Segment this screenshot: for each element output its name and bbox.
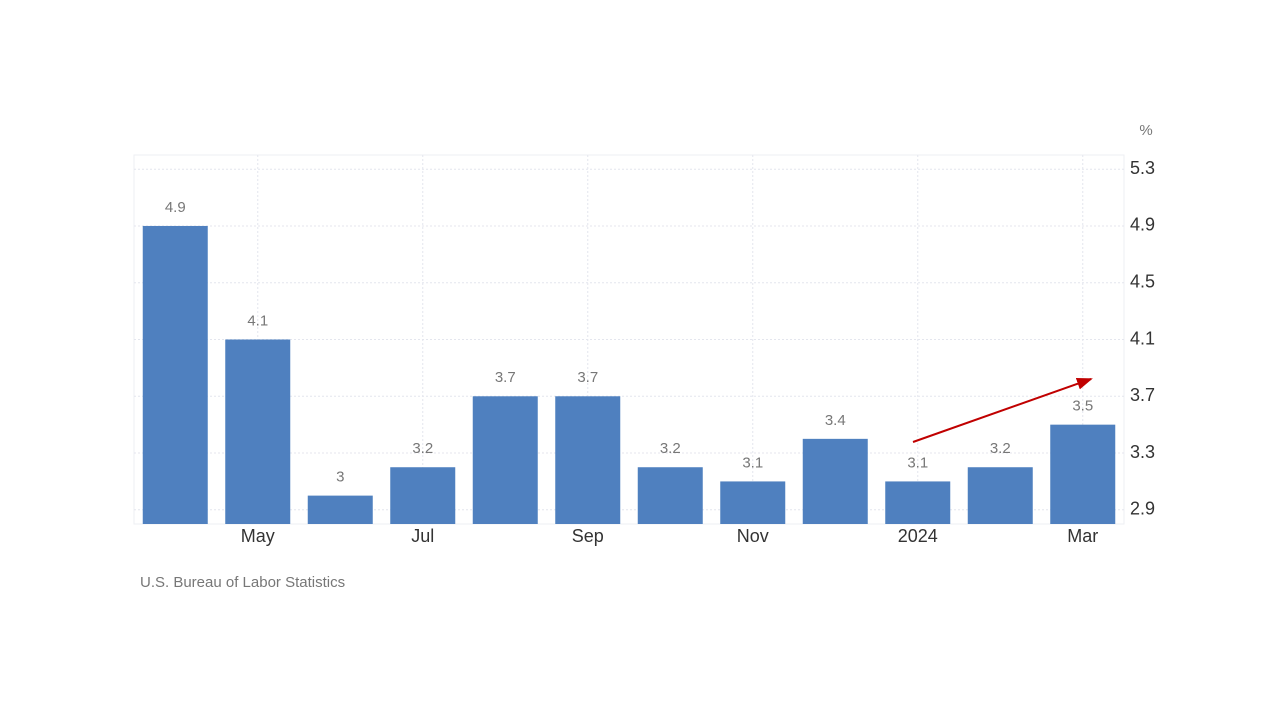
bar xyxy=(390,467,456,524)
value-label: 3.4 xyxy=(825,412,846,429)
x-tick-label: Mar xyxy=(1067,526,1098,546)
source: U.S. Bureau of Labor Statistics xyxy=(140,574,345,591)
bar xyxy=(802,438,868,524)
value-label: 3.7 xyxy=(495,369,516,386)
value-label: 3.1 xyxy=(742,454,763,471)
value-label: 4.1 xyxy=(247,312,268,329)
value-label: 3 xyxy=(336,469,344,486)
bar xyxy=(555,396,621,524)
x-tick-label: Jul xyxy=(411,526,434,546)
value-label: 3.2 xyxy=(660,440,681,457)
y-unit: % xyxy=(1139,122,1152,139)
value-label: 3.2 xyxy=(990,440,1011,457)
x-tick-label: Sep xyxy=(572,526,604,546)
value-label: 3.1 xyxy=(907,454,928,471)
y-tick-label: 2.9 xyxy=(1130,499,1155,519)
bar xyxy=(967,467,1033,524)
y-tick-label: 3.3 xyxy=(1130,442,1155,462)
y-tick-label: 3.7 xyxy=(1130,385,1155,405)
bar xyxy=(472,396,538,524)
y-tick-label: 4.9 xyxy=(1130,215,1155,235)
value-label: 3.5 xyxy=(1072,398,1093,415)
trend-arrow xyxy=(912,378,1093,443)
bar xyxy=(720,481,786,524)
value-label: 3.7 xyxy=(577,369,598,386)
y-tick-label: 4.1 xyxy=(1130,328,1155,348)
grid xyxy=(134,155,1124,524)
y-tick-label: 5.3 xyxy=(1130,158,1155,178)
x-tick-label: May xyxy=(241,526,275,546)
x-tick-label: 2024 xyxy=(898,526,938,546)
bars xyxy=(142,225,1116,524)
bar xyxy=(142,225,208,524)
bar xyxy=(1050,424,1116,524)
value-label: 4.9 xyxy=(165,199,186,216)
value-label: 3.2 xyxy=(412,440,433,457)
x-tick-label: Nov xyxy=(737,526,769,546)
bar xyxy=(307,495,373,524)
y-tick-label: 4.5 xyxy=(1130,271,1155,291)
bar xyxy=(225,339,291,524)
bar xyxy=(885,481,951,524)
bar xyxy=(637,467,703,524)
